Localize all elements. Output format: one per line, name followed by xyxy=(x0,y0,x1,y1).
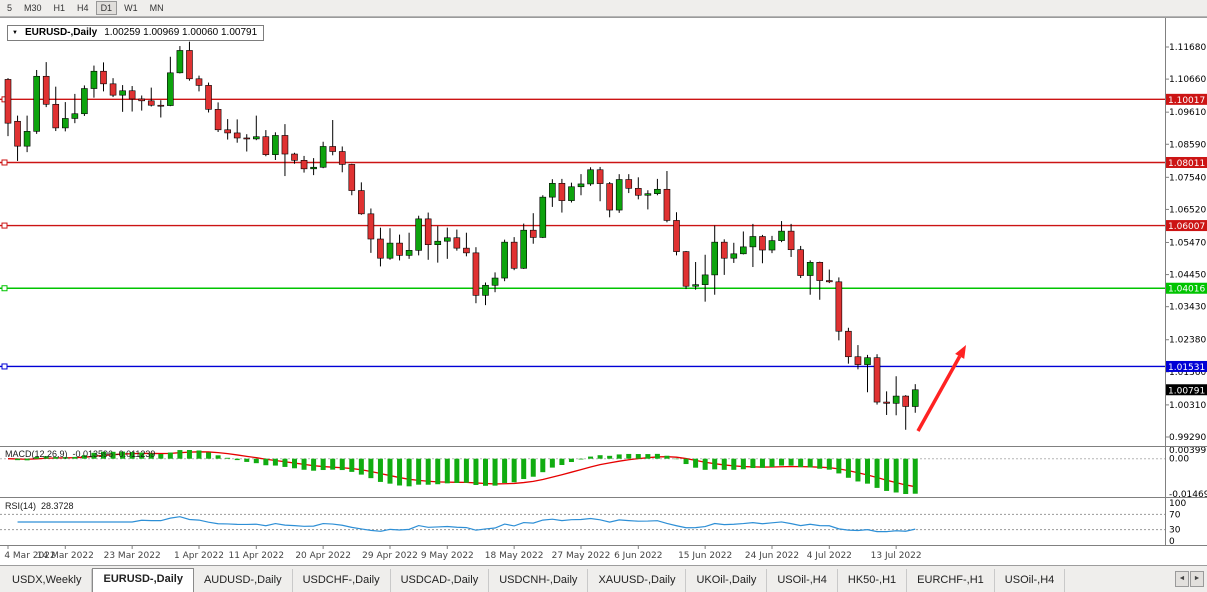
svg-text:1.04450: 1.04450 xyxy=(1169,271,1206,281)
svg-text:6 Jun 2022: 6 Jun 2022 xyxy=(614,551,662,561)
chart-ohlc-values: 1.00259 1.00969 1.00060 1.00791 xyxy=(104,27,258,38)
chart-tab-eurchf-h1[interactable]: EURCHF-,H1 xyxy=(907,569,995,592)
svg-text:1.08590: 1.08590 xyxy=(1169,140,1206,150)
trend-arrow[interactable] xyxy=(916,345,966,432)
svg-text:1.06007: 1.06007 xyxy=(1168,222,1205,232)
chart-tab-usdchf-daily[interactable]: USDCHF-,Daily xyxy=(293,569,391,592)
chart-symbol-title: EURUSD-,Daily xyxy=(24,27,98,38)
timeframe-button-h4[interactable]: H4 xyxy=(72,1,94,15)
chart-tab-hk50-h1[interactable]: HK50-,H1 xyxy=(838,569,908,592)
rsi-pane-label: RSI(14) 28.3728 xyxy=(5,501,74,511)
svg-text:-0.01469: -0.01469 xyxy=(1169,490,1207,500)
svg-text:13 Jul 2022: 13 Jul 2022 xyxy=(871,551,922,561)
pane-separators[interactable] xyxy=(0,17,1207,546)
svg-text:1.01531: 1.01531 xyxy=(1168,363,1205,373)
svg-text:1.10017: 1.10017 xyxy=(1168,96,1205,106)
svg-text:1.01360: 1.01360 xyxy=(1169,368,1206,378)
candlesticks xyxy=(4,41,919,430)
svg-text:9 May 2022: 9 May 2022 xyxy=(421,551,474,561)
macd-histogram xyxy=(15,450,918,494)
timeframe-toolbar: 5 M30 H1 H4 D1 W1 MN xyxy=(0,0,1207,17)
svg-text:1.07540: 1.07540 xyxy=(1169,173,1206,183)
svg-text:20 Apr 2022: 20 Apr 2022 xyxy=(295,551,351,561)
svg-text:1.11680: 1.11680 xyxy=(1169,43,1206,53)
svg-text:0.00: 0.00 xyxy=(1169,455,1189,465)
svg-text:1.09610: 1.09610 xyxy=(1169,108,1206,118)
svg-text:1.00310: 1.00310 xyxy=(1169,401,1206,411)
chart-tab-bar: USDX,Weekly EURUSD-,Daily AUDUSD-,Daily USD… xyxy=(0,565,1207,592)
macd-pane-label: MACD(12,26,9) -0.013596 -0.011239 xyxy=(5,449,155,459)
timeframe-button-5[interactable]: 5 xyxy=(2,1,17,15)
chart-tab-usdcad-daily[interactable]: USDCAD-,Daily xyxy=(391,569,490,592)
svg-text:1.02380: 1.02380 xyxy=(1169,336,1206,346)
chart-tab-ukoil-daily[interactable]: UKOil-,Daily xyxy=(686,569,768,592)
chart-tab-usdx-weekly[interactable]: USDX,Weekly xyxy=(2,569,93,592)
svg-text:4 Mar 2022: 4 Mar 2022 xyxy=(4,551,55,561)
price-axis-ticks: 1.11680 1.10660 1.09610 1.08590 1.07540 1.065… xyxy=(1165,43,1206,443)
chart-collapse-icon[interactable]: ▼ xyxy=(12,29,18,36)
chart-tab-usoil-h4[interactable]: USOil-,H4 xyxy=(995,569,1066,592)
rsi-indicator-value: 28.3728 xyxy=(41,501,74,511)
svg-text:70: 70 xyxy=(1169,510,1181,520)
timeframe-button-h1[interactable]: H1 xyxy=(49,1,71,15)
chart-tab-xauusd-daily[interactable]: XAUUSD-,Daily xyxy=(588,569,687,592)
svg-text:29 Apr 2022: 29 Apr 2022 xyxy=(362,551,418,561)
tab-scroll-right-button[interactable]: ► xyxy=(1190,571,1204,587)
svg-text:1.08011: 1.08011 xyxy=(1168,159,1205,169)
horizontal-level-lines[interactable]: 1.10017 1.08011 1.06007 1.04016 1.01531 xyxy=(0,93,1207,373)
macd-indicator-values: -0.013596 -0.011239 xyxy=(72,449,156,459)
svg-text:24 Jun 2022: 24 Jun 2022 xyxy=(745,551,799,561)
price-chart-canvas[interactable]: 1.11680 1.10660 1.09610 1.08590 1.07540 1.065… xyxy=(0,17,1207,565)
current-price-label: 1.00791 xyxy=(1166,384,1207,396)
svg-text:18 May 2022: 18 May 2022 xyxy=(485,551,544,561)
tab-scroll-controls: ◄ ► xyxy=(1172,566,1207,592)
svg-text:23 Mar 2022: 23 Mar 2022 xyxy=(104,551,161,561)
timeframe-button-w1[interactable]: W1 xyxy=(119,1,143,15)
chart-tab-eurusd-daily[interactable]: EURUSD-,Daily xyxy=(92,568,194,592)
chart-window: ▼ EURUSD-,Daily 1.00259 1.00969 1.00060 … xyxy=(0,17,1207,565)
svg-text:11 Apr 2022: 11 Apr 2022 xyxy=(228,551,284,561)
svg-text:4 Jul 2022: 4 Jul 2022 xyxy=(807,551,852,561)
timeframe-button-m30[interactable]: M30 xyxy=(19,1,47,15)
svg-text:1.10660: 1.10660 xyxy=(1169,75,1206,85)
svg-text:15 Jun 2022: 15 Jun 2022 xyxy=(678,551,732,561)
chart-tab-usdcnh-daily[interactable]: USDCNH-,Daily xyxy=(489,569,589,592)
svg-text:1 Apr 2022: 1 Apr 2022 xyxy=(174,551,224,561)
svg-text:14 Mar 2022: 14 Mar 2022 xyxy=(37,551,94,561)
tab-scroll-left-button[interactable]: ◄ xyxy=(1175,571,1189,587)
timeframe-button-d1[interactable]: D1 xyxy=(95,1,118,15)
svg-text:1.04016: 1.04016 xyxy=(1168,285,1205,295)
macd-indicator-name: MACD(12,26,9) xyxy=(5,449,68,459)
svg-text:0.99290: 0.99290 xyxy=(1169,433,1206,443)
chart-tab-audusd-daily[interactable]: AUDUSD-,Daily xyxy=(194,569,293,592)
rsi-line xyxy=(17,516,916,533)
chart-tab-usoil-h4[interactable]: USOil-,H4 xyxy=(767,569,838,592)
svg-text:1.06520: 1.06520 xyxy=(1169,205,1206,215)
tab-list: USDX,Weekly EURUSD-,Daily AUDUSD-,Daily USD… xyxy=(0,566,1207,592)
svg-text:27 May 2022: 27 May 2022 xyxy=(552,551,611,561)
timeframe-button-mn[interactable]: MN xyxy=(145,1,169,15)
svg-text:1.03430: 1.03430 xyxy=(1169,303,1206,313)
svg-text:1.05470: 1.05470 xyxy=(1169,238,1206,248)
svg-text:0.00399: 0.00399 xyxy=(1169,446,1206,456)
svg-text:100: 100 xyxy=(1169,499,1186,509)
svg-text:0: 0 xyxy=(1169,537,1175,547)
rsi-indicator-name: RSI(14) xyxy=(5,501,37,511)
svg-text:1.00791: 1.00791 xyxy=(1168,386,1205,396)
svg-text:30: 30 xyxy=(1169,526,1181,536)
chart-title-box[interactable]: ▼ EURUSD-,Daily 1.00259 1.00969 1.00060 … xyxy=(7,25,265,41)
